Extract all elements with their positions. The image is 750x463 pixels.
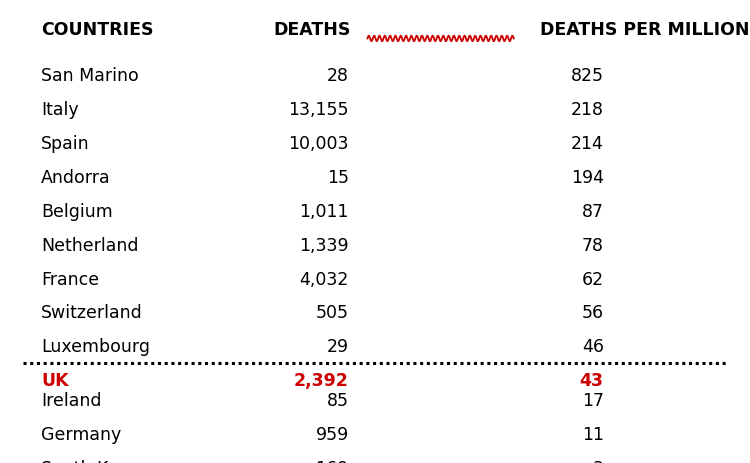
- Text: South Korea: South Korea: [41, 459, 147, 463]
- Text: 62: 62: [582, 270, 604, 288]
- Text: Ireland: Ireland: [41, 391, 102, 409]
- Text: San Marino: San Marino: [41, 67, 139, 85]
- Text: Italy: Italy: [41, 101, 79, 119]
- Text: 505: 505: [316, 304, 349, 322]
- Text: Netherland: Netherland: [41, 236, 139, 254]
- Text: 3: 3: [592, 459, 604, 463]
- Text: COUNTRIES: COUNTRIES: [41, 21, 154, 39]
- Text: 214: 214: [571, 135, 604, 153]
- Text: 1,011: 1,011: [299, 202, 349, 220]
- Text: 825: 825: [571, 67, 604, 85]
- Text: 1,339: 1,339: [299, 236, 349, 254]
- Text: 4,032: 4,032: [299, 270, 349, 288]
- Text: 29: 29: [327, 338, 349, 356]
- Text: Andorra: Andorra: [41, 169, 111, 187]
- Text: 85: 85: [327, 391, 349, 409]
- Text: Luxembourg: Luxembourg: [41, 338, 150, 356]
- Text: 46: 46: [582, 338, 604, 356]
- Text: 78: 78: [582, 236, 604, 254]
- Text: Switzerland: Switzerland: [41, 304, 143, 322]
- Text: 13,155: 13,155: [288, 101, 349, 119]
- Text: 218: 218: [571, 101, 604, 119]
- Text: 2,392: 2,392: [294, 371, 349, 389]
- Text: DEATHS: DEATHS: [274, 21, 351, 39]
- Text: 15: 15: [327, 169, 349, 187]
- Text: 87: 87: [582, 202, 604, 220]
- Text: 194: 194: [571, 169, 604, 187]
- Text: Belgium: Belgium: [41, 202, 113, 220]
- Text: 959: 959: [316, 425, 349, 443]
- Text: UK: UK: [41, 371, 69, 389]
- Text: 11: 11: [582, 425, 604, 443]
- Text: Spain: Spain: [41, 135, 90, 153]
- Text: 43: 43: [580, 371, 604, 389]
- Text: France: France: [41, 270, 99, 288]
- Text: 28: 28: [327, 67, 349, 85]
- Text: 10,003: 10,003: [288, 135, 349, 153]
- Text: 17: 17: [582, 391, 604, 409]
- Text: 169: 169: [316, 459, 349, 463]
- Text: DEATHS PER MILLION POPULATION: DEATHS PER MILLION POPULATION: [540, 21, 750, 39]
- Text: Germany: Germany: [41, 425, 122, 443]
- Text: 56: 56: [582, 304, 604, 322]
